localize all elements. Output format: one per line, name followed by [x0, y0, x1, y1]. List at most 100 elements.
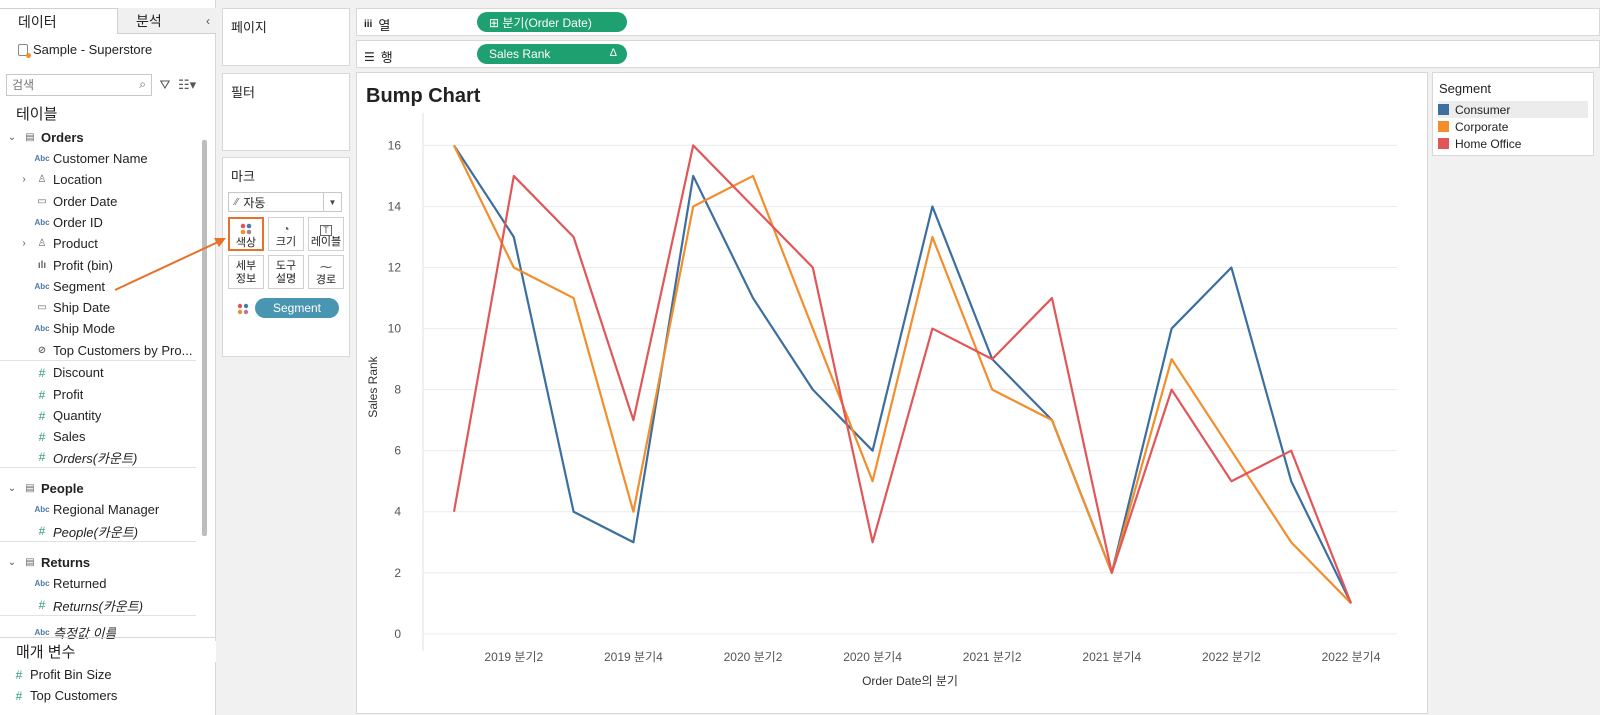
series-line-corporate[interactable]: [453, 144, 1352, 605]
chart-view[interactable]: Bump Chart 0 2 4 6 8 10 12 14 16 2019 분기2 2019 분기4…: [356, 72, 1428, 714]
pages-card[interactable]: 페이지: [222, 8, 350, 66]
string-field-icon: Abc: [34, 154, 50, 163]
tree-item-label: Quantity: [53, 408, 102, 423]
field-item[interactable]: ▭ Ship Date: [0, 297, 196, 318]
filter-icon[interactable]: ⛛: [159, 77, 171, 92]
search-icon[interactable]: ⌕: [139, 77, 146, 91]
table-item[interactable]: ⌄ ▤ People: [0, 478, 196, 499]
chevron-right-icon[interactable]: ›: [22, 174, 26, 185]
tooltip-button[interactable]: 도구 설명: [268, 255, 304, 289]
field-item[interactable]: › ♙ Product: [0, 233, 196, 254]
legend-item-consumer[interactable]: Consumer: [1438, 101, 1588, 118]
tab-data[interactable]: 데이터: [0, 8, 118, 34]
search-box: ⌕: [6, 74, 152, 96]
y-axis-title: Sales Rank: [366, 355, 380, 417]
detail-button[interactable]: 세부 정보: [228, 255, 264, 289]
line-mark-icon: ⁄⁄: [235, 196, 239, 208]
chevron-down-icon[interactable]: ▼: [323, 193, 341, 211]
tree-item-label: Sales: [53, 429, 86, 444]
path-button[interactable]: ⁓ 경로: [308, 255, 344, 289]
chevron-down-icon[interactable]: ⌄: [7, 557, 17, 568]
search-input[interactable]: [7, 75, 127, 95]
scrollbar[interactable]: [202, 140, 207, 536]
measure-icon: #: [38, 598, 46, 612]
tables-heading: 테이블: [16, 106, 58, 123]
field-item[interactable]: # Returns(카운트): [0, 595, 196, 616]
x-tick-label: 2022 분기4: [1322, 650, 1381, 664]
table-item[interactable]: ⌄ ▤ Returns: [0, 552, 196, 573]
field-item[interactable]: ılı Profit (bin): [0, 255, 196, 276]
rows-label: 행: [380, 50, 393, 65]
tab-analytics[interactable]: 분석 ‹: [118, 8, 216, 34]
table-item[interactable]: ⌄ ▤ Orders: [0, 127, 196, 148]
field-item[interactable]: Abc Ship Mode: [0, 318, 196, 339]
color-button[interactable]: 색상: [228, 217, 264, 251]
chevron-down-icon[interactable]: ⌄: [7, 483, 17, 494]
chevron-right-icon[interactable]: ›: [22, 238, 26, 249]
field-item[interactable]: # Discount: [0, 362, 196, 383]
size-button[interactable]: ◔ 크기: [268, 217, 304, 251]
parameters-heading: 매개 변수: [16, 641, 216, 662]
tree-item-label: Orders(카운트): [53, 450, 138, 466]
param-item-top-customers[interactable]: # Top Customers: [0, 685, 196, 706]
tab-data-label: 데이터: [18, 13, 57, 30]
columns-pill[interactable]: ⊞ 분기(Order Date): [477, 12, 627, 32]
series-line-home-office[interactable]: [452, 144, 1353, 604]
field-item[interactable]: # People(카운트): [0, 521, 196, 542]
x-tick-label: 2022 분기2: [1202, 650, 1261, 664]
tree-item-label: Returns: [41, 555, 91, 570]
filters-card[interactable]: 필터: [222, 73, 350, 151]
legend-label: Home Office: [1455, 136, 1522, 151]
color-legend: Segment Consumer Corporate Home Office: [1432, 72, 1594, 156]
field-item[interactable]: ⊘ Top Customers by Pro...: [0, 340, 196, 361]
field-item[interactable]: # Sales: [0, 426, 196, 447]
measure-icon: #: [15, 667, 23, 682]
tree-item-label: Ship Mode: [53, 321, 116, 336]
field-item[interactable]: Abc Returned: [0, 573, 196, 594]
columns-shelf[interactable]: iii 열 ⊞ 분기(Order Date): [356, 8, 1600, 36]
tree-item-label: Top Customers by Pro...: [53, 342, 193, 358]
measure-icon: #: [38, 387, 46, 402]
series-line-consumer[interactable]: [453, 144, 1352, 604]
divider: [0, 637, 216, 638]
field-item[interactable]: Abc 측정값 이름: [0, 622, 196, 643]
field-item[interactable]: ▭ Order Date: [0, 191, 196, 212]
string-field-icon: Abc: [34, 282, 50, 291]
y-tick-label: 8: [394, 383, 401, 397]
field-item[interactable]: Abc Customer Name: [0, 148, 196, 169]
view-options-icon[interactable]: ☷▾: [178, 77, 197, 92]
field-item[interactable]: › ♙ Location: [0, 169, 196, 190]
rows-shelf[interactable]: ☰ 행 Sales Rank Δ: [356, 40, 1600, 68]
legend-item-home-office[interactable]: Home Office: [1438, 135, 1588, 152]
field-item[interactable]: Abc Order ID: [0, 212, 196, 233]
field-item[interactable]: # Profit: [0, 384, 196, 405]
legend-label: Consumer: [1455, 102, 1511, 117]
rows-pill[interactable]: Sales Rank Δ: [477, 44, 627, 64]
chevron-left-icon[interactable]: ‹: [206, 13, 210, 28]
string-field-icon: Abc: [34, 505, 50, 514]
field-item[interactable]: # Quantity: [0, 405, 196, 426]
bump-chart[interactable]: 0 2 4 6 8 10 12 14 16 2019 분기2 2019 분기4 2020 분기2 202…: [357, 73, 1429, 715]
tooltip-button-label-1: 도구: [275, 260, 297, 272]
x-axis-title: Order Date의 분기: [862, 674, 958, 688]
pages-label: 페이지: [231, 20, 267, 35]
label-button[interactable]: T 레이블: [308, 217, 344, 251]
path-icon: ⁓: [320, 260, 332, 274]
legend-item-corporate[interactable]: Corporate: [1438, 118, 1588, 135]
measure-icon: #: [38, 408, 46, 423]
legend-swatch: [1438, 121, 1449, 132]
y-tick-label: 10: [388, 322, 402, 336]
field-item[interactable]: # Orders(카운트): [0, 447, 196, 468]
param-item-profit-bin-size[interactable]: # Profit Bin Size: [0, 664, 196, 685]
field-item[interactable]: Abc Segment: [0, 276, 196, 297]
tree-item-label: Returns(카운트): [53, 598, 144, 614]
chevron-down-icon[interactable]: ⌄: [7, 132, 17, 143]
segment-color-pill[interactable]: Segment: [255, 298, 339, 318]
string-field-icon: Abc: [34, 628, 50, 637]
datasource-label: Sample - Superstore: [33, 42, 153, 57]
datasource-item[interactable]: Sample - Superstore: [18, 42, 153, 58]
measure-icon: #: [38, 450, 46, 464]
mark-type-dropdown[interactable]: ⁄⁄ 자동 ▼: [228, 192, 342, 212]
field-item[interactable]: Abc Regional Manager: [0, 499, 196, 520]
tree-item-label: Product: [53, 236, 98, 251]
